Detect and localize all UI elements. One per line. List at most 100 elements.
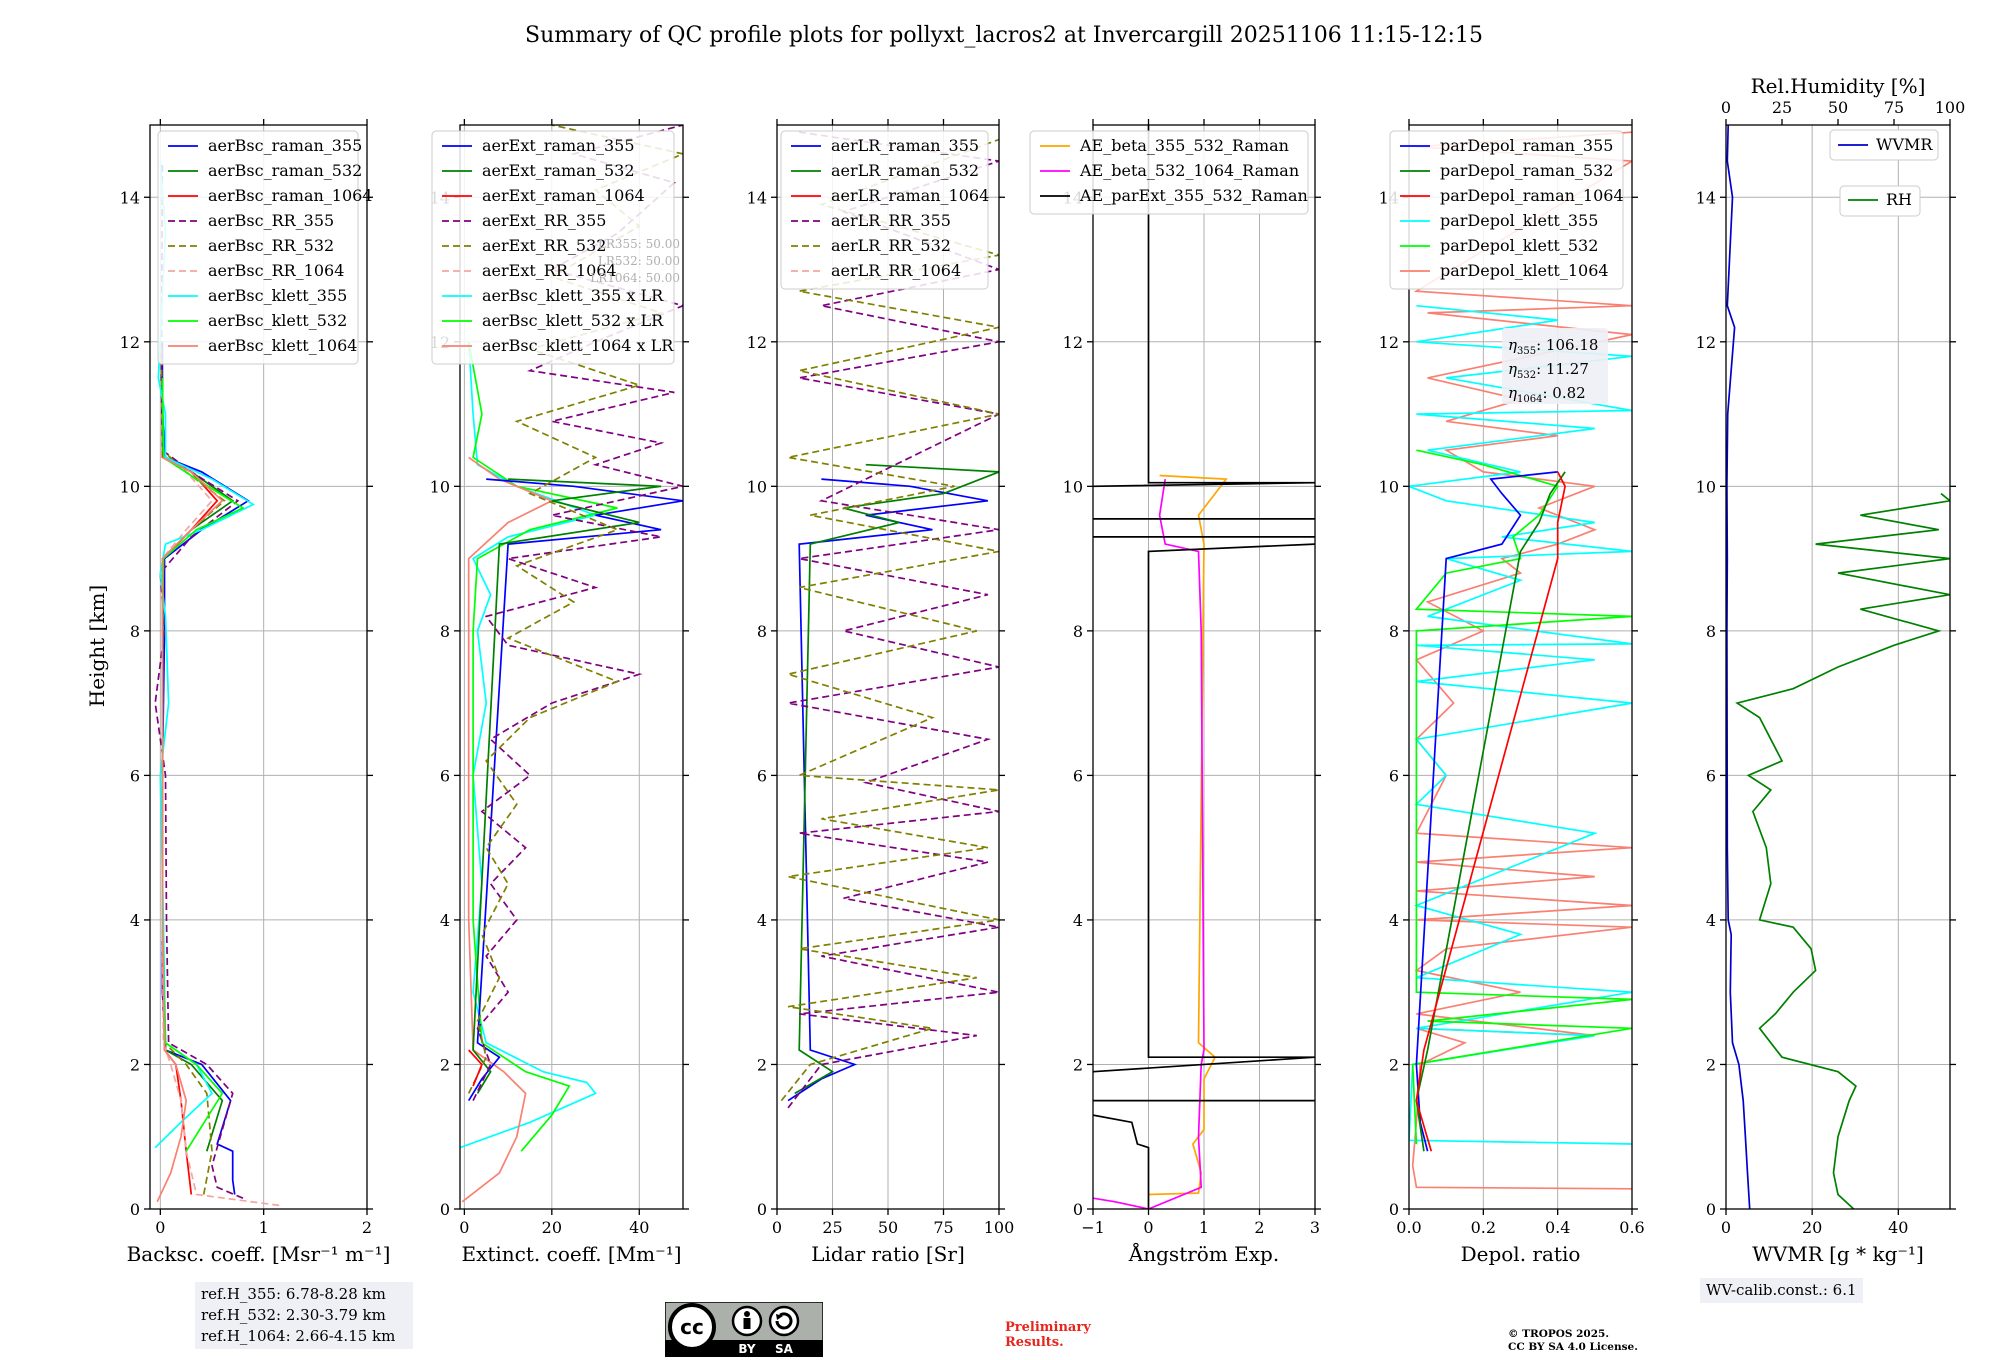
x-tick-label: 2 xyxy=(362,1218,372,1237)
panel-lidar_ratio: 0 25 50 75 100 0 2 4 6 8 10 12 14 Lidar ratio [Sr] aer… xyxy=(747,119,1015,1266)
y-tick-label: 10 xyxy=(1379,477,1399,496)
y-tick-label: 14 xyxy=(120,188,140,207)
y-tick-label: 4 xyxy=(1389,911,1399,930)
legend-label: aerBsc_raman_532 xyxy=(208,161,362,180)
y-tick-label: 12 xyxy=(1696,333,1716,352)
legend-label: aerExt_RR_355 xyxy=(482,211,606,230)
legend-label: aerExt_RR_532 xyxy=(482,236,606,255)
legend-label: AE_parExt_355_532_Raman xyxy=(1079,186,1308,205)
series-line-parDepol_klett_355 xyxy=(1409,304,1632,1145)
y-tick-label: 8 xyxy=(440,622,450,641)
top-x-tick-label: 25 xyxy=(1772,98,1792,117)
y-tick-label: 2 xyxy=(1706,1055,1716,1074)
x-axis-label: Backsc. coeff. [Msr⁻¹ m⁻¹] xyxy=(127,1242,391,1266)
legend-label: aerLR_RR_532 xyxy=(831,236,951,255)
eta-box: η355: 106.18 η532: 11.27 η1064: 0.82 xyxy=(1502,328,1608,405)
x-tick-label: 20 xyxy=(542,1218,562,1237)
ticks xyxy=(771,119,1005,1215)
y-tick-label: 0 xyxy=(130,1200,140,1219)
x-tick-label: 40 xyxy=(1888,1218,1908,1237)
x-tick-label: 0.6 xyxy=(1619,1218,1644,1237)
series-line-aerExt_raman_532 xyxy=(472,478,662,1094)
legend-label: parDepol_raman_355 xyxy=(1440,136,1613,155)
legend-label: aerBsc_RR_1064 xyxy=(208,261,344,280)
axes-frame xyxy=(149,124,368,1210)
x-tick-label: 1 xyxy=(259,1218,269,1237)
y-tick-label: 2 xyxy=(1389,1055,1399,1074)
y-tick-label: 10 xyxy=(120,477,140,496)
legend-label: aerBsc_klett_532 x LR xyxy=(482,311,664,330)
x-tick-label: 1 xyxy=(1199,1218,1209,1237)
legend-label: aerExt_raman_532 xyxy=(482,161,635,180)
legend-label: parDepol_klett_1064 xyxy=(1440,261,1609,280)
legend-label: aerBsc_klett_1064 x LR xyxy=(482,336,674,355)
legend-box-wvmr xyxy=(1829,129,1939,161)
legend-label: aerBsc_klett_355 xyxy=(208,286,347,305)
legend-label: parDepol_klett_532 xyxy=(1440,236,1598,255)
x-tick-label: 40 xyxy=(629,1218,649,1237)
lr-annotation: LR1064: 50.00 xyxy=(590,271,680,285)
series-group xyxy=(1093,125,1315,1209)
y-tick-label: 2 xyxy=(1073,1055,1083,1074)
y-tick-label: 6 xyxy=(440,766,450,785)
cc-icon-text: cc xyxy=(680,1315,704,1339)
y-tick-label: 12 xyxy=(1379,333,1399,352)
series-line-aerExt_raman_355 xyxy=(467,478,683,1102)
x-axis-label: Ångström Exp. xyxy=(1128,1241,1279,1266)
y-tick-label: 4 xyxy=(757,911,767,930)
y-tick-label: 10 xyxy=(747,477,767,496)
y-tick-label: 14 xyxy=(747,188,767,207)
series-line-AE_parExt_355_532_Raman xyxy=(1093,125,1315,1209)
legend-label: parDepol_raman_1064 xyxy=(1440,186,1624,205)
y-tick-label: 0 xyxy=(1706,1200,1716,1219)
series-line-aerLR_RR_532 xyxy=(780,138,999,1102)
legend-box xyxy=(1029,130,1309,215)
x-tick-label: −1 xyxy=(1081,1218,1105,1237)
legend-label: AE_beta_532_1064_Raman xyxy=(1079,161,1299,180)
lr-annotation: LR355: 50.00 xyxy=(598,237,680,251)
legend-label: aerLR_raman_1064 xyxy=(831,186,989,205)
ref-height-355: ref.H_355: 6.78-8.28 km xyxy=(201,1285,386,1303)
legend-label: aerBsc_RR_532 xyxy=(208,236,334,255)
x-axis-label: Lidar ratio [Sr] xyxy=(811,1242,965,1266)
legend-label: aerExt_raman_355 xyxy=(482,136,635,155)
ticks xyxy=(1720,119,1956,1215)
y-tick-label: 8 xyxy=(1073,622,1083,641)
eta-line: η532: 11.27 xyxy=(1508,360,1589,381)
legend: aerLR_raman_355 aerLR_raman_532 aerLR_rama… xyxy=(780,130,989,290)
series-line-parDepol_raman_1064 xyxy=(1415,471,1566,1152)
x-tick-label: 0 xyxy=(1143,1218,1153,1237)
y-tick-label: 0 xyxy=(440,1200,450,1219)
legend-label: AE_beta_355_532_Raman xyxy=(1079,136,1289,155)
axes-frame xyxy=(1408,124,1633,1210)
top-x-tick-label: 75 xyxy=(1884,98,1904,117)
y-tick-label: 2 xyxy=(757,1055,767,1074)
x-tick-label: 0 xyxy=(772,1218,782,1237)
y-tick-label: 6 xyxy=(130,766,140,785)
x-tick-label: 100 xyxy=(984,1218,1015,1237)
y-tick-label: 4 xyxy=(440,911,450,930)
ticks xyxy=(1087,119,1321,1215)
series-line-parDepol_raman_532 xyxy=(1415,471,1566,1152)
top-x-tick-label: 50 xyxy=(1828,98,1848,117)
series-line-aerBsc_klett_1064 x LR xyxy=(461,456,554,1203)
cc-icon xyxy=(668,1303,716,1351)
y-tick-label: 12 xyxy=(1063,333,1083,352)
sa-label: SA xyxy=(775,1342,794,1356)
eta-box-bg xyxy=(1502,328,1608,404)
preliminary-note: Preliminary Results. xyxy=(1005,1320,1091,1350)
series-group xyxy=(780,131,999,1109)
legend: AE_beta_355_532_Raman AE_beta_532_1064_Ra… xyxy=(1029,130,1309,215)
copyright-line-1: © TROPOS 2025. xyxy=(1508,1328,1610,1340)
x-tick-label: 0 xyxy=(459,1218,469,1237)
series-line-aerBsc_klett_532 x LR xyxy=(467,341,618,1152)
series-line-RH xyxy=(1735,492,1950,1209)
x-tick-label: 0.0 xyxy=(1396,1218,1421,1237)
share-alike-icon xyxy=(768,1305,800,1337)
y-tick-label: 8 xyxy=(1389,622,1399,641)
y-tick-label: 6 xyxy=(757,766,767,785)
panel-angstrom: −1012302468101214Ångström Exp.AE_beta_35… xyxy=(1029,119,1321,1266)
ticks xyxy=(144,119,373,1215)
series-line-parDepol_klett_532 xyxy=(1411,449,1632,1145)
